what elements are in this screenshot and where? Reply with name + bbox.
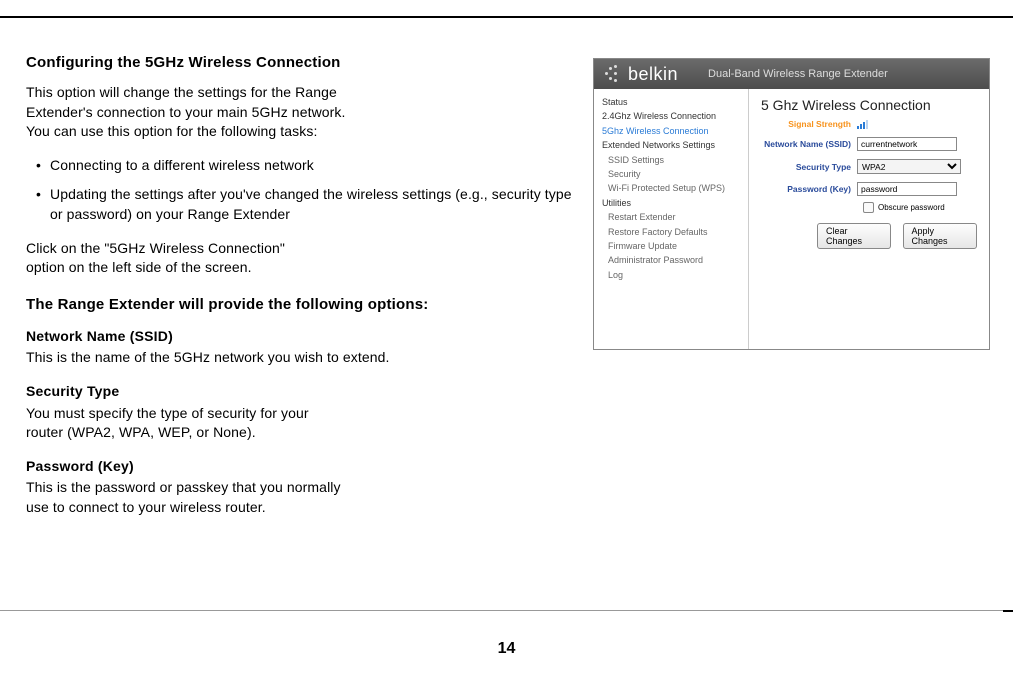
row-signal-strength: Signal Strength: [761, 119, 977, 129]
nav-restart-extender[interactable]: Restart Extender: [602, 210, 748, 224]
password-line-1: This is the password or passkey that you…: [26, 479, 341, 495]
click-line-1: Click on the "5GHz Wireless Connection": [26, 240, 285, 256]
row-security-type: Security Type WPA2: [761, 159, 977, 174]
label-obscure-password: Obscure password: [878, 203, 945, 212]
nav-status[interactable]: Status: [602, 95, 748, 109]
nav-log[interactable]: Log: [602, 268, 748, 282]
security-line-1: You must specify the type of security fo…: [26, 405, 309, 421]
heading-ssid: Network Name (SSID): [26, 327, 586, 347]
security-text: You must specify the type of security fo…: [26, 404, 586, 443]
intro-line-2: Extender's connection to your main 5GHz …: [26, 104, 346, 120]
click-instruction: Click on the "5GHz Wireless Connection" …: [26, 239, 586, 278]
nav-admin-password[interactable]: Administrator Password: [602, 253, 748, 267]
row-password: Password (Key): [761, 182, 977, 196]
nav-wps[interactable]: Wi-Fi Protected Setup (WPS): [602, 181, 748, 195]
top-rule: [0, 16, 1013, 18]
nav-5ghz-connection[interactable]: 5Ghz Wireless Connection: [602, 124, 748, 138]
security-type-select[interactable]: WPA2: [857, 159, 961, 174]
nav-firmware-update[interactable]: Firmware Update: [602, 239, 748, 253]
logo-dots-icon: [604, 65, 622, 83]
click-line-2: option on the left side of the screen.: [26, 259, 252, 275]
nav-24ghz-connection[interactable]: 2.4Ghz Wireless Connection: [602, 109, 748, 123]
nav-utilities[interactable]: Utilities: [602, 196, 748, 210]
row-ssid: Network Name (SSID): [761, 137, 977, 151]
heading-security-type: Security Type: [26, 382, 586, 402]
label-signal-strength: Signal Strength: [761, 119, 857, 129]
ssid-text: This is the name of the 5GHz network you…: [26, 348, 586, 368]
product-tagline: Dual-Band Wireless Range Extender: [708, 68, 888, 80]
intro-line-1: This option will change the settings for…: [26, 84, 337, 100]
sidebar-nav: Status 2.4Ghz Wireless Connection 5Ghz W…: [594, 89, 749, 349]
password-line-2: use to connect to your wireless router.: [26, 499, 266, 515]
belkin-logo: belkin: [604, 64, 678, 85]
nav-ssid-settings[interactable]: SSID Settings: [602, 153, 748, 167]
intro-line-3: You can use this option for the followin…: [26, 123, 317, 139]
row-obscure-password: Obscure password: [761, 202, 977, 213]
main-panel: 5 Ghz Wireless Connection Signal Strengt…: [749, 89, 989, 349]
nav-extended-networks[interactable]: Extended Networks Settings: [602, 138, 748, 152]
task-list: Connecting to a different wireless netwo…: [26, 156, 586, 225]
heading-password: Password (Key): [26, 457, 586, 477]
label-ssid: Network Name (SSID): [761, 139, 857, 149]
password-text: This is the password or passkey that you…: [26, 478, 586, 517]
documentation-column: Configuring the 5GHz Wireless Connection…: [26, 52, 586, 532]
button-row: Clear Changes Apply Changes: [761, 223, 977, 249]
panel-title: 5 Ghz Wireless Connection: [761, 97, 977, 113]
router-admin-screenshot: belkin Dual-Band Wireless Range Extender…: [593, 58, 990, 350]
label-password: Password (Key): [761, 184, 857, 194]
ssid-input[interactable]: [857, 137, 957, 151]
heading-configuring: Configuring the 5GHz Wireless Connection: [26, 52, 586, 73]
screenshot-body: Status 2.4Ghz Wireless Connection 5Ghz W…: [594, 89, 989, 349]
clear-changes-button[interactable]: Clear Changes: [817, 223, 891, 249]
security-line-2: router (WPA2, WPA, WEP, or None).: [26, 424, 256, 440]
header-bar: belkin Dual-Band Wireless Range Extender: [594, 59, 989, 89]
password-input[interactable]: [857, 182, 957, 196]
page-number: 14: [0, 640, 1013, 658]
task-list-item: Updating the settings after you've chang…: [26, 185, 586, 224]
bottom-rule-accent: [1003, 610, 1013, 612]
label-security-type: Security Type: [761, 162, 857, 172]
nav-security[interactable]: Security: [602, 167, 748, 181]
signal-strength-icon: [857, 119, 868, 129]
nav-restore-defaults[interactable]: Restore Factory Defaults: [602, 225, 748, 239]
brand-text: belkin: [628, 64, 678, 85]
obscure-password-checkbox[interactable]: [863, 202, 874, 213]
heading-options: The Range Extender will provide the foll…: [26, 294, 586, 315]
apply-changes-button[interactable]: Apply Changes: [903, 223, 977, 249]
intro-paragraph: This option will change the settings for…: [26, 83, 586, 142]
bottom-rule: [0, 610, 1013, 611]
task-list-item: Connecting to a different wireless netwo…: [26, 156, 586, 176]
